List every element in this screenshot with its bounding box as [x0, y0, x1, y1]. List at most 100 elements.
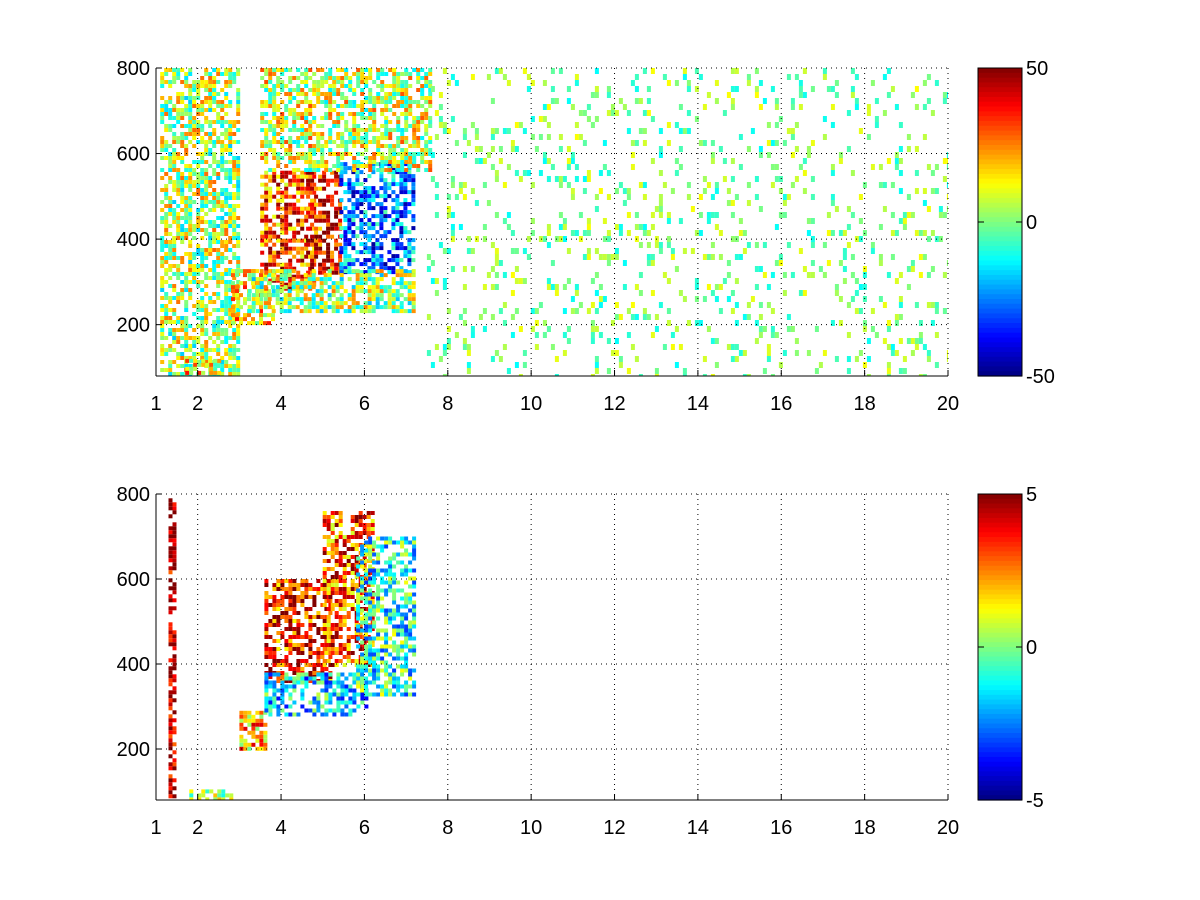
heatmap-cell	[324, 688, 329, 693]
colorbar-swatch	[978, 101, 1022, 108]
heatmap-cell	[300, 174, 305, 179]
heatmap-cell	[216, 284, 221, 288]
heatmap-cell	[172, 156, 177, 160]
heatmap-cell	[300, 72, 305, 76]
colorbar-swatch	[978, 140, 1022, 146]
heatmap-region-6	[356, 536, 417, 697]
heatmap-cell	[236, 308, 241, 312]
heatmap-cell	[942, 176, 947, 182]
heatmap-cell	[408, 156, 413, 160]
heatmap-cell	[368, 116, 373, 120]
heatmap-cell	[308, 647, 313, 651]
heatmap-cell	[272, 132, 277, 136]
heatmap-cell	[342, 583, 347, 587]
heatmap-cell	[424, 112, 429, 116]
heatmap-cell	[416, 72, 421, 76]
heatmap-cell	[300, 250, 305, 255]
heatmap-cell	[395, 218, 400, 223]
heatmap-cell	[216, 120, 221, 124]
heatmap-cell	[264, 100, 269, 104]
heatmap-cell	[243, 273, 247, 278]
heatmap-cell	[330, 643, 335, 647]
heatmap-cell	[372, 576, 377, 581]
heatmap-cell	[407, 254, 412, 259]
heatmap-cell	[312, 206, 317, 211]
heatmap-cell	[180, 184, 185, 188]
heatmap-cell	[312, 262, 317, 267]
heatmap-cell	[292, 671, 297, 675]
heatmap-cell	[314, 218, 319, 223]
heatmap-cell	[322, 663, 327, 667]
heatmap-cell	[279, 273, 284, 278]
heatmap-cell	[356, 152, 361, 156]
heatmap-cell	[304, 611, 309, 615]
heatmap-cell	[359, 285, 364, 290]
heatmap-cell	[204, 196, 209, 200]
heatmap-cell	[280, 198, 285, 203]
heatmap-cell	[364, 572, 369, 577]
heatmap-cell	[201, 358, 206, 363]
heatmap-cell	[339, 182, 344, 187]
heatmap-cell	[902, 218, 907, 224]
heatmap-cell	[403, 190, 408, 195]
colorbar-swatch	[978, 202, 1022, 209]
heatmap-cell	[412, 536, 417, 541]
heatmap-cell	[224, 200, 229, 204]
heatmap-cell	[236, 204, 241, 208]
heatmap-cell	[292, 619, 297, 623]
heatmap-cell	[658, 206, 663, 212]
heatmap-cell	[326, 559, 331, 563]
heatmap-cell	[404, 604, 409, 609]
heatmap-cell	[296, 210, 301, 215]
heatmap-region-1	[189, 789, 234, 800]
heatmap-cell	[404, 100, 409, 104]
heatmap-cell	[375, 246, 380, 251]
heatmap-cell	[236, 348, 241, 352]
heatmap-cell	[339, 293, 344, 298]
heatmap-cell	[338, 254, 343, 259]
heatmap-cell	[362, 559, 367, 563]
heatmap-cell	[315, 293, 320, 298]
heatmap-cell	[404, 88, 409, 92]
heatmap-cell	[782, 200, 787, 206]
heatmap-cell	[224, 348, 229, 352]
heatmap-cell	[339, 246, 344, 251]
heatmap-cell	[247, 269, 251, 274]
heatmap-cell	[554, 284, 559, 290]
heatmap-cell	[228, 240, 233, 244]
heatmap-cell	[312, 190, 317, 195]
heatmap-cell	[404, 124, 409, 128]
heatmap-cell	[236, 140, 241, 144]
heatmap-cell	[316, 84, 321, 88]
colorbar-tick-label: -50	[1026, 366, 1055, 388]
heatmap-cell	[176, 296, 181, 300]
heatmap-cell	[320, 655, 325, 659]
heatmap-cell	[184, 232, 189, 236]
heatmap-cell	[232, 140, 237, 144]
heatmap-cell	[446, 128, 451, 134]
heatmap-cell	[395, 262, 400, 267]
heatmap-cell	[354, 619, 359, 623]
heatmap-cell	[330, 567, 335, 571]
heatmap-cell	[367, 285, 372, 290]
heatmap-cell	[350, 587, 355, 591]
heatmap-cell	[192, 264, 197, 268]
heatmap-cell	[296, 190, 301, 195]
heatmap-cell	[288, 286, 293, 291]
heatmap-cell	[399, 273, 404, 278]
heatmap-cell	[160, 360, 165, 364]
heatmap-cell	[172, 554, 177, 559]
heatmap-cell	[352, 160, 357, 164]
heatmap-cell	[388, 560, 393, 565]
heatmap-cell	[416, 104, 421, 108]
heatmap-cell	[411, 309, 416, 314]
heatmap-cell	[324, 684, 329, 689]
heatmap-cell	[342, 623, 347, 627]
heatmap-cell	[320, 667, 325, 671]
heatmap-cell	[292, 603, 297, 607]
heatmap-cell	[228, 344, 233, 348]
heatmap-cell	[263, 742, 268, 747]
heatmap-cell	[208, 200, 213, 204]
heatmap-cell	[376, 544, 381, 549]
heatmap-cell	[359, 170, 364, 175]
